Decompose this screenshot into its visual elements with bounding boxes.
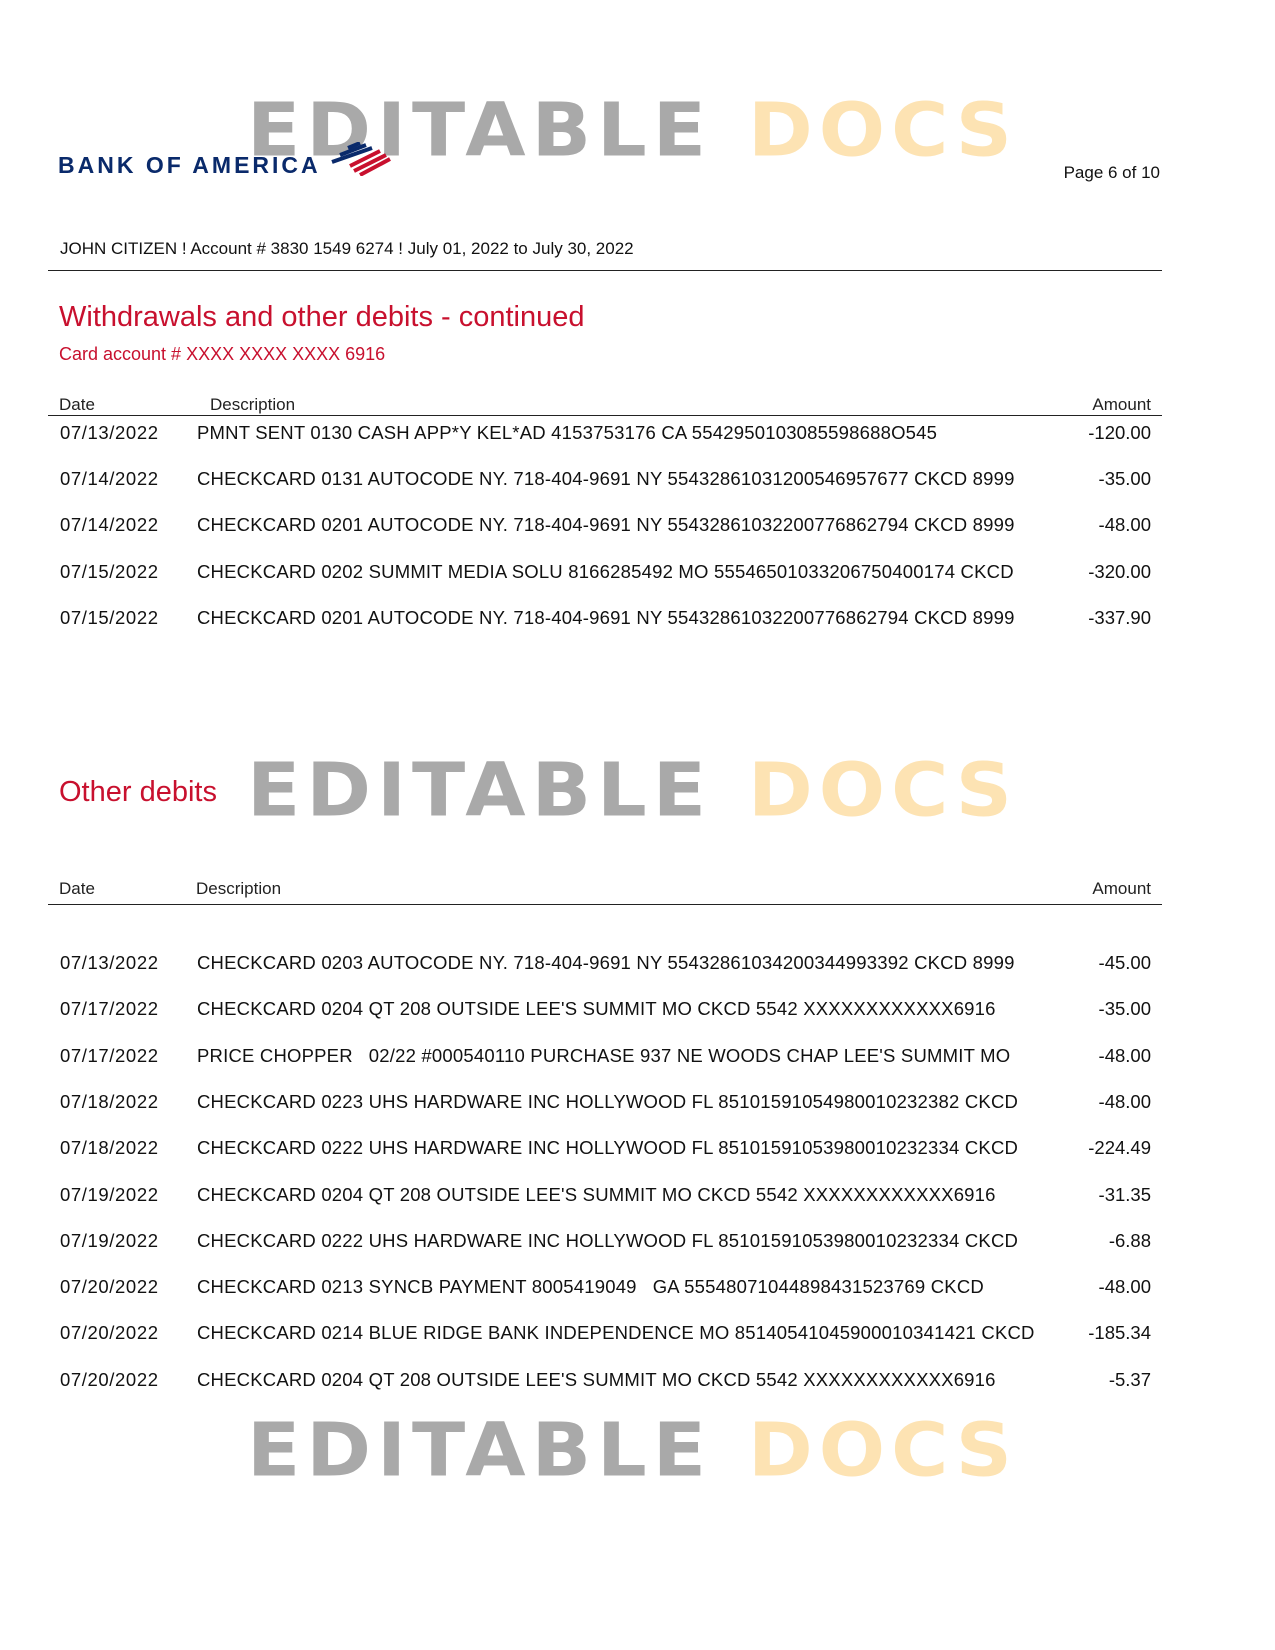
card-account-number: Card account # XXXX XXXX XXXX 6916 (59, 344, 386, 364)
table-row: 07/14/2022 CHECKCARD 0201 AUTOCODE NY. 71… (0, 514, 1275, 538)
bank-flag-logo-icon (331, 142, 391, 176)
watermark-text: EDITABLE (247, 748, 713, 834)
transaction-date: 07/19/2022 (60, 1183, 159, 1205)
transaction-date: 07/18/2022 (60, 1137, 159, 1159)
watermark-text: DOCS (748, 1408, 1018, 1494)
transaction-date: 07/17/2022 (60, 1044, 159, 1066)
column-header-amount: Amount (1092, 879, 1151, 898)
transaction-date: 07/13/2022 (60, 422, 159, 443)
watermark-text: DOCS (748, 88, 1018, 174)
table-row: 07/17/2022 CHECKCARD 0204 QT 208 OUTSIDE … (0, 998, 1275, 1022)
table-row: 07/15/2022 CHECKCARD 0201 AUTOCODE NY. 71… (0, 607, 1275, 631)
transaction-amount: -45.00 (1098, 952, 1151, 973)
table-row: 07/18/2022 CHECKCARD 0222 UHS HARDWARE IN… (0, 1137, 1275, 1161)
transaction-description: PMNT SENT 0130 CASH APP*Y KEL*AD 4153753… (197, 422, 938, 443)
transaction-description: CHECKCARD 0131 AUTOCODE NY. 718-404-9691… (197, 468, 1015, 490)
table-row: 07/17/2022 PRICE CHOPPER 02/22 #000540110… (0, 1045, 1275, 1069)
column-header-description: Description (210, 395, 296, 414)
transaction-date: 07/14/2022 (60, 468, 159, 490)
transaction-date: 07/15/2022 (60, 606, 159, 628)
transaction-amount: -35.00 (1098, 468, 1151, 490)
transaction-description: CHECKCARD 0214 BLUE RIDGE BANK INDEPENDE… (197, 1322, 1035, 1344)
transaction-description: CHECKCARD 0222 UHS HARDWARE INC HOLLYWOO… (197, 1137, 1019, 1159)
transaction-description: CHECKCARD 0223 UHS HARDWARE INC HOLLYWOO… (197, 1090, 1019, 1112)
table-row: 07/19/2022 CHECKCARD 0204 QT 208 OUTSIDE … (0, 1184, 1275, 1208)
column-header-date: Date (59, 879, 95, 898)
transaction-date: 07/14/2022 (60, 514, 159, 536)
transaction-description: CHECKCARD 0201 AUTOCODE NY. 718-404-9691… (197, 606, 1015, 628)
watermark-text: EDITABLE (247, 88, 713, 174)
table-row: 07/14/2022 CHECKCARD 0131 AUTOCODE NY. 71… (0, 468, 1275, 492)
transaction-description: CHECKCARD 0204 QT 208 OUTSIDE LEE'S SUMM… (197, 1183, 996, 1205)
transaction-date: 07/18/2022 (60, 1090, 159, 1112)
watermark: EDITABLE DOCS (247, 754, 1018, 828)
transaction-amount: -6.88 (1108, 1229, 1151, 1251)
transaction-amount: -224.49 (1088, 1137, 1151, 1159)
transaction-amount: -48.00 (1098, 1090, 1151, 1112)
column-header-description: Description (196, 879, 282, 898)
divider (48, 904, 1162, 905)
transaction-amount: -337.90 (1088, 606, 1151, 628)
transaction-amount: -320.00 (1088, 560, 1151, 582)
transaction-description: CHECKCARD 0202 SUMMIT MEDIA SOLU 8166285… (197, 560, 1014, 582)
page-number: Page 6 of 10 (1063, 163, 1160, 182)
table-row: 07/15/2022 CHECKCARD 0202 SUMMIT MEDIA SO… (0, 561, 1275, 585)
account-summary-line: JOHN CITIZEN ! Account # 3830 1549 6274 … (60, 239, 634, 258)
transaction-description: CHECKCARD 0222 UHS HARDWARE INC HOLLYWOO… (197, 1229, 1019, 1251)
transaction-amount: -35.00 (1098, 998, 1151, 1020)
transaction-description: CHECKCARD 0204 QT 208 OUTSIDE LEE'S SUMM… (197, 998, 996, 1020)
transaction-description: CHECKCARD 0204 QT 208 OUTSIDE LEE'S SUMM… (197, 1368, 996, 1390)
section-title-withdrawals: Withdrawals and other debits - continued (59, 301, 585, 333)
transaction-date: 07/19/2022 (60, 1229, 159, 1251)
table-row: 07/13/2022 CHECKCARD 0203 AUTOCODE NY. 71… (0, 952, 1275, 976)
column-header-date: Date (59, 395, 95, 414)
table-row: 07/18/2022 CHECKCARD 0223 UHS HARDWARE IN… (0, 1091, 1275, 1115)
transaction-amount: -48.00 (1098, 514, 1151, 536)
transaction-date: 07/20/2022 (60, 1368, 159, 1390)
transaction-amount: -31.35 (1098, 1183, 1151, 1205)
transaction-amount: -120.00 (1088, 422, 1151, 443)
transaction-date: 07/20/2022 (60, 1322, 159, 1344)
transaction-date: 07/13/2022 (60, 952, 159, 973)
transaction-date: 07/15/2022 (60, 560, 159, 582)
divider (48, 415, 1162, 416)
table-row: 07/20/2022 CHECKCARD 0204 QT 208 OUTSIDE … (0, 1369, 1275, 1393)
section-title-other-debits: Other debits (59, 776, 217, 808)
transaction-amount: -48.00 (1098, 1276, 1151, 1298)
bank-logo-text: BANK OF AMERICA (58, 152, 321, 178)
watermark-text: EDITABLE (247, 1408, 713, 1494)
watermark: EDITABLE DOCS (247, 94, 1018, 168)
table-row: 07/20/2022 CHECKCARD 0214 BLUE RIDGE BANK… (0, 1322, 1275, 1346)
transaction-description: CHECKCARD 0213 SYNCB PAYMENT 8005419049 … (197, 1276, 984, 1298)
table-row: 07/13/2022 PMNT SENT 0130 CASH APP*Y KEL*… (0, 422, 1275, 446)
transaction-date: 07/17/2022 (60, 998, 159, 1020)
transaction-amount: -48.00 (1098, 1044, 1151, 1066)
column-header-amount: Amount (1092, 395, 1151, 414)
transaction-description: CHECKCARD 0203 AUTOCODE NY. 718-404-9691… (197, 952, 1015, 973)
transaction-description: CHECKCARD 0201 AUTOCODE NY. 718-404-9691… (197, 514, 1015, 536)
table-row: 07/19/2022 CHECKCARD 0222 UHS HARDWARE IN… (0, 1230, 1275, 1254)
divider (48, 270, 1162, 271)
transaction-amount: -5.37 (1108, 1368, 1151, 1390)
watermark: EDITABLE DOCS (247, 1414, 1018, 1488)
transaction-description: PRICE CHOPPER 02/22 #000540110 PURCHASE … (197, 1044, 1011, 1066)
watermark-text: DOCS (748, 748, 1018, 834)
table-row: 07/20/2022 CHECKCARD 0213 SYNCB PAYMENT 8… (0, 1276, 1275, 1300)
transaction-date: 07/20/2022 (60, 1276, 159, 1298)
transaction-amount: -185.34 (1088, 1322, 1151, 1344)
